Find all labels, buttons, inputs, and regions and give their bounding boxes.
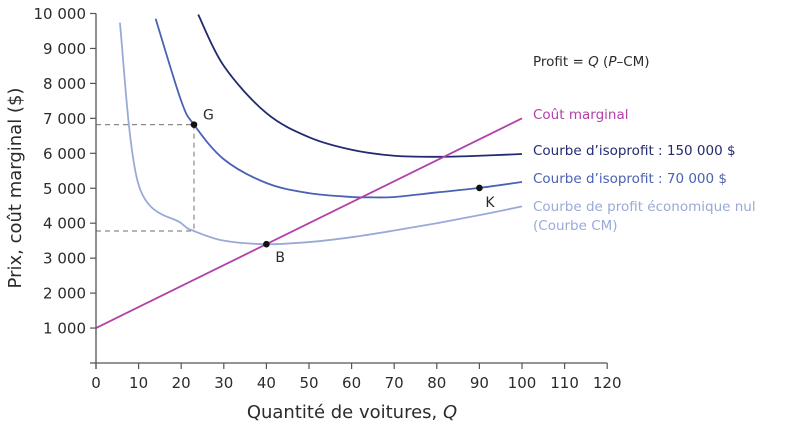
x-tick-label: 60: [342, 374, 361, 392]
y-tick-label: 9 000: [43, 40, 86, 58]
legend-isoprofit-150000: Courbe d’isoprofit : 150 000 $: [533, 143, 736, 159]
y-axis-title: Prix, coût marginal ($): [5, 88, 26, 289]
y-tick-label: 6 000: [43, 145, 86, 163]
point-label-k: K: [485, 195, 495, 211]
point-label-g: G: [203, 108, 214, 124]
x-tick-label: 90: [470, 374, 489, 392]
y-tick-label: 2 000: [43, 285, 86, 303]
y-tick-label: 4 000: [43, 215, 86, 233]
x-tick-label: 100: [508, 374, 537, 392]
profit-formula: Profit = Q (P–CM): [533, 54, 650, 70]
y-tick-label: 1 000: [43, 320, 86, 338]
plot-area: G B K: [95, 14, 523, 329]
isoprofit-150000-curve: [197, 14, 523, 158]
y-tick-label: 5 000: [43, 180, 86, 198]
y-tick-label: 8 000: [43, 75, 86, 93]
x-axis-title: Quantité de voitures, Q: [247, 402, 457, 423]
legend-isoprofit-70000: Courbe d’isoprofit : 70 000 $: [533, 171, 727, 187]
x-tick-label: 40: [257, 374, 276, 392]
x-tick-label: 20: [172, 374, 191, 392]
x-tick-label: 70: [385, 374, 404, 392]
x-tick-label: 10: [129, 374, 148, 392]
legend-zero-profit-ac: (Courbe CM): [533, 218, 618, 234]
point-k: [476, 184, 483, 192]
legend-marginal-cost: Coût marginal: [533, 107, 628, 123]
x-tick-label: 110: [550, 374, 579, 392]
isoprofit-70000-curve: [154, 18, 523, 199]
y-tick-label: 3 000: [43, 250, 86, 268]
marginal-cost-line: [95, 117, 523, 329]
x-tick-label: 50: [299, 374, 318, 392]
x-tick-label: 80: [427, 374, 446, 392]
x-tick-label: 120: [593, 374, 622, 392]
axes: 0 10 20 30 40 50 60 70 80 90 100 110 120 1 000 2 000 3 …: [34, 5, 622, 392]
legend: Profit = Q (P–CM) Coût marginal Courbe d…: [533, 54, 756, 234]
y-tick-label: 10 000: [34, 5, 87, 23]
legend-zero-profit: Courbe de profit économique nul: [533, 199, 756, 215]
point-label-b: B: [275, 250, 285, 266]
x-tick-label: 30: [214, 374, 233, 392]
zero-profit-curve: [118, 22, 523, 246]
y-tick-label: 7 000: [43, 110, 86, 128]
point-g: [190, 121, 198, 128]
x-tick-label: 0: [91, 374, 101, 392]
point-b: [263, 240, 270, 248]
